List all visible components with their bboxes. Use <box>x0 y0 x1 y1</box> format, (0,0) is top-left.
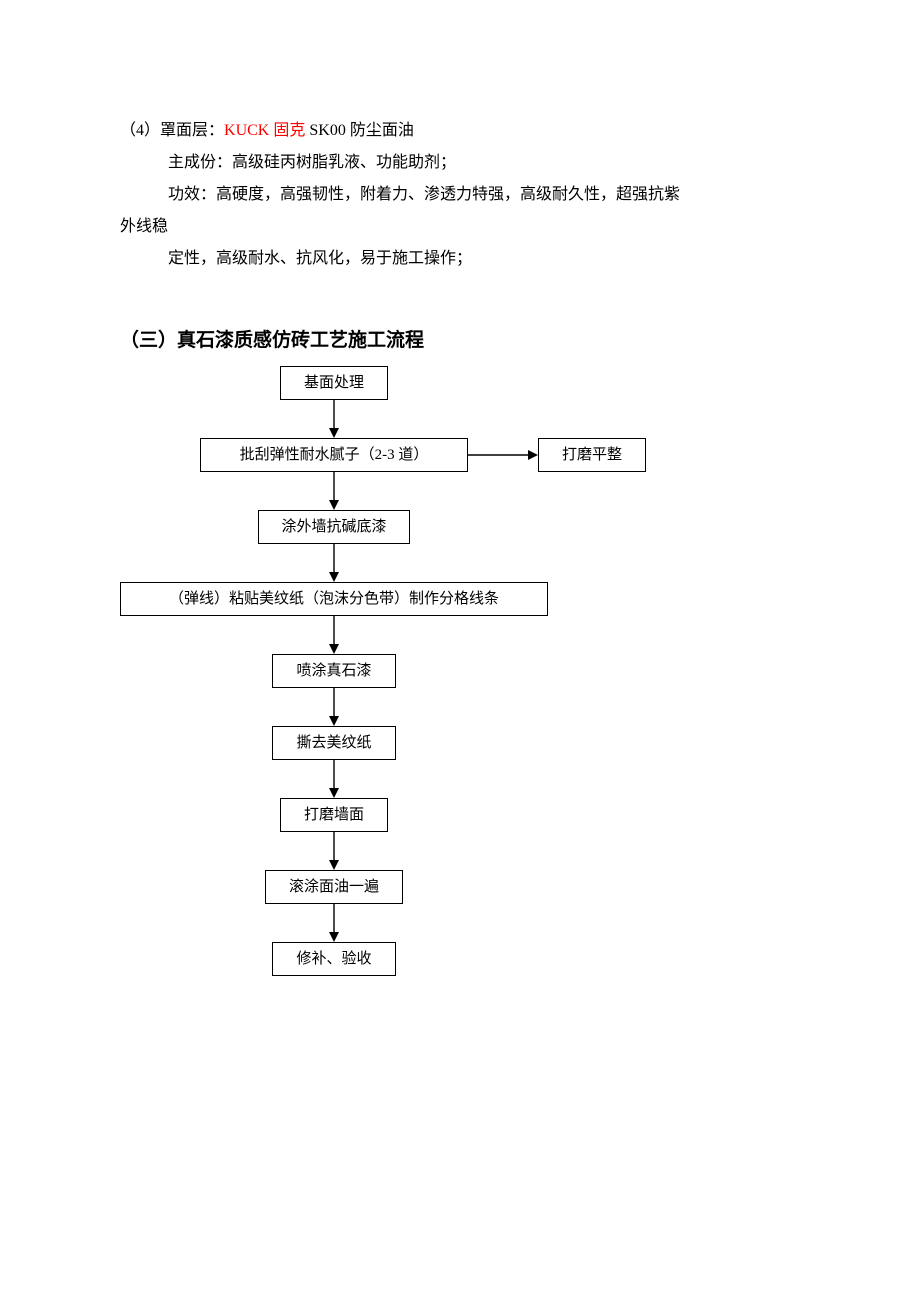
section-title-flowchart: （三）真石漆质感仿砖工艺施工流程 <box>120 325 800 352</box>
paragraph-effects-2: 外线稳 <box>120 211 800 243</box>
flow-edge-n5-n6 <box>326 680 342 734</box>
flow-edge-n7-n8 <box>326 824 342 878</box>
paragraph-effects-3: 定性，高级耐水、抗风化，易于施工操作； <box>120 243 800 275</box>
paragraph-effects-1: 功效：高硬度，高强韧性，附着力、渗透力特强，高级耐久性，超强抗紫 <box>120 179 800 211</box>
flow-edge-n2-n3 <box>326 464 342 518</box>
document-page: （4）罩面层：KUCK 固克 SK00 防尘面油 主成份：高级硅丙树脂乳液、功能… <box>0 0 920 1186</box>
flow-edge-n8-n9 <box>326 896 342 950</box>
paragraph-ingredients: 主成份：高级硅丙树脂乳液、功能助剂； <box>120 147 800 179</box>
text-prefix: （4）罩面层： <box>120 122 224 139</box>
text-brand-red: KUCK 固克 <box>224 122 305 139</box>
paragraph-coating-layer: （4）罩面层：KUCK 固克 SK00 防尘面油 <box>120 115 800 147</box>
flow-edge-n2-n2b <box>460 447 546 463</box>
flow-node-n2b: 打磨平整 <box>538 438 646 472</box>
construction-flowchart: 基面处理批刮弹性耐水腻子（2-3 道）打磨平整涂外墙抗碱底漆（弹线）粘贴美纹纸（… <box>120 366 800 1126</box>
flow-edge-n3-n4 <box>326 536 342 590</box>
flow-edge-n4-n5 <box>326 608 342 662</box>
flow-edge-n6-n7 <box>326 752 342 806</box>
text-suffix: SK00 防尘面油 <box>305 122 413 139</box>
flow-edge-n1-n2 <box>326 392 342 446</box>
